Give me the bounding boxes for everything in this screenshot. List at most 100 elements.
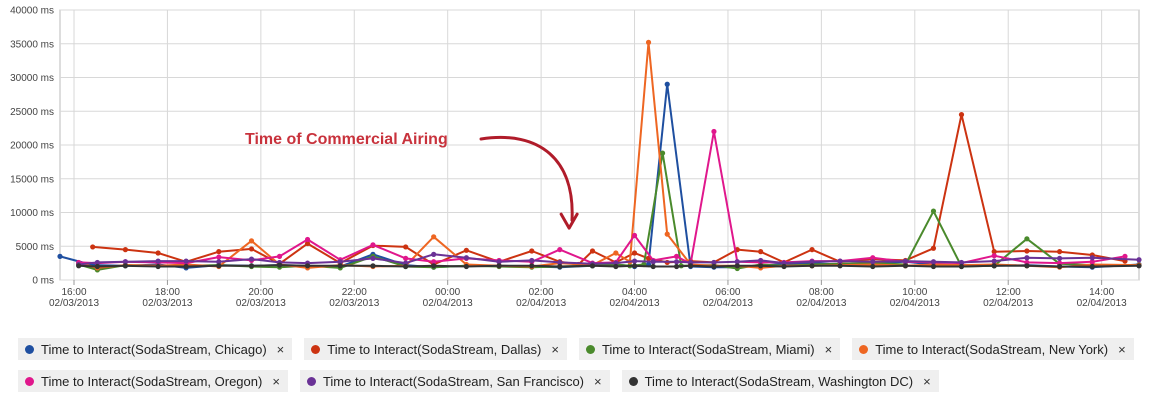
annotation-arrow	[479, 136, 574, 222]
y-tick-label: 30000 ms	[10, 73, 54, 84]
series-point-1	[248, 246, 255, 252]
x-tick-label-time: 00:00	[435, 287, 460, 298]
close-icon[interactable]: ×	[276, 341, 285, 357]
series-point-3	[664, 231, 670, 237]
series-point-6	[1136, 263, 1142, 269]
close-icon[interactable]: ×	[551, 341, 559, 357]
series-point-6	[216, 263, 222, 269]
x-tick-label-time: 06:00	[715, 287, 740, 298]
series-point-6	[370, 263, 376, 269]
series-color-dot	[306, 376, 316, 386]
series-point-6	[991, 263, 997, 269]
close-icon[interactable]: ×	[1118, 341, 1126, 357]
x-tick-label-time: 08:00	[809, 287, 834, 298]
series-point-5	[557, 259, 563, 266]
close-icon[interactable]: ×	[923, 373, 931, 389]
series-point-6	[687, 263, 694, 269]
series-point-1	[1024, 248, 1030, 254]
series-point-1	[122, 247, 128, 253]
x-tick-label-time: 02:00	[529, 287, 554, 298]
series-point-4	[304, 236, 311, 243]
series-point-5	[183, 258, 189, 264]
series-point-5	[94, 259, 100, 266]
series-point-6	[758, 263, 764, 269]
series-point-6	[870, 263, 876, 270]
series-point-1	[930, 245, 937, 251]
legend-label: Time to Interact(SodaStream, Washington …	[644, 373, 914, 389]
legend-item-new-york[interactable]: Time to Interact(SodaStream, New York) ×	[852, 338, 1134, 360]
series-point-2	[930, 208, 937, 214]
legend-item-oregon[interactable]: Time to Interact(SodaStream, Oregon) ×	[18, 370, 288, 392]
x-tick-label-date: 02/03/2013	[49, 298, 99, 309]
series-point-2	[659, 150, 666, 156]
legend-label: Time to Interact(SodaStream, Chicago)	[41, 341, 267, 357]
legend-item-miami[interactable]: Time to Interact(SodaStream, Miami) ×	[578, 338, 841, 360]
series-point-5	[631, 258, 638, 264]
series-point-6	[337, 263, 343, 269]
series-point-1	[216, 249, 222, 255]
series-point-3	[645, 39, 652, 46]
series-point-6	[248, 263, 255, 269]
close-icon[interactable]: ×	[824, 341, 833, 357]
series-point-4	[870, 255, 876, 261]
x-tick-label-date: 02/04/2013	[796, 298, 846, 309]
series-point-6	[463, 263, 469, 270]
series-point-6	[155, 263, 161, 270]
series-color-dot	[585, 344, 595, 354]
legend-label: Time to Interact(SodaStream, Oregon)	[41, 373, 263, 389]
annotation-label: Time of Commercial Airing	[245, 131, 448, 148]
x-tick-label-time: 10:00	[902, 287, 927, 298]
series-point-6	[94, 263, 100, 270]
series-point-1	[991, 249, 997, 255]
series-color-dot	[25, 344, 34, 354]
series-point-5	[1089, 255, 1095, 261]
series-color-dot	[25, 376, 34, 386]
series-point-4	[557, 247, 563, 253]
series-point-5	[155, 258, 161, 264]
x-tick-label-time: 18:00	[155, 287, 180, 298]
series-point-5	[216, 259, 222, 265]
series-point-5	[809, 259, 815, 265]
series-point-3	[431, 234, 437, 240]
series-point-4	[403, 255, 409, 261]
series-point-4	[216, 254, 222, 260]
chart-area: 0 ms 5000 ms 10000 ms 15000 ms 20000 ms 25000…	[10, 6, 1142, 309]
series-point-5	[758, 257, 764, 264]
legend-item-dallas[interactable]: Time to Interact(SodaStream, Dallas) ×	[304, 338, 567, 360]
x-tick-label-date: 02/03/2013	[329, 298, 379, 309]
close-icon[interactable]: ×	[594, 373, 602, 389]
series-point-4	[1122, 253, 1128, 259]
series-point-1	[809, 247, 815, 253]
series-line-3	[78, 41, 1140, 269]
legend-item-washington-dc[interactable]: Time to Interact(SodaStream, Washington …	[621, 370, 939, 392]
legend-row-2: Time to Interact(SodaStream, Oregon) × T…	[18, 370, 1138, 392]
series-point-5	[370, 255, 376, 261]
x-tick-label-date: 02/04/2013	[890, 298, 940, 309]
series-point-5	[463, 255, 469, 261]
y-tick-label: 15000 ms	[10, 174, 54, 185]
series-point-6	[902, 263, 909, 269]
y-tick-label: 0 ms	[32, 276, 54, 287]
series-point-5	[248, 256, 255, 262]
legend-label: Time to Interact(SodaStream, New York)	[875, 341, 1109, 357]
series-point-4	[991, 253, 997, 259]
series-point-6	[1024, 263, 1030, 269]
series-point-6	[781, 263, 787, 270]
series-point-6	[734, 263, 740, 269]
legend-item-san-francisco[interactable]: Time to Interact(SodaStream, San Francis…	[299, 370, 610, 392]
y-tick-label: 40000 ms	[10, 6, 54, 17]
close-icon[interactable]: ×	[272, 373, 280, 389]
x-tick-label-time: 04:00	[622, 287, 647, 298]
series-point-6	[650, 263, 656, 270]
x-tick-label-date: 02/03/2013	[236, 298, 286, 309]
series-point-6	[930, 263, 937, 270]
legend-item-chicago[interactable]: Time to Interact(SodaStream, Chicago) ×	[18, 338, 293, 360]
series-point-6	[403, 263, 409, 270]
series-point-6	[529, 263, 535, 269]
series-point-6	[958, 263, 965, 270]
series-point-3	[248, 238, 255, 244]
series-point-5	[673, 259, 680, 265]
series-point-1	[589, 248, 596, 254]
series-point-6	[809, 263, 815, 269]
series-point-6	[673, 263, 680, 270]
